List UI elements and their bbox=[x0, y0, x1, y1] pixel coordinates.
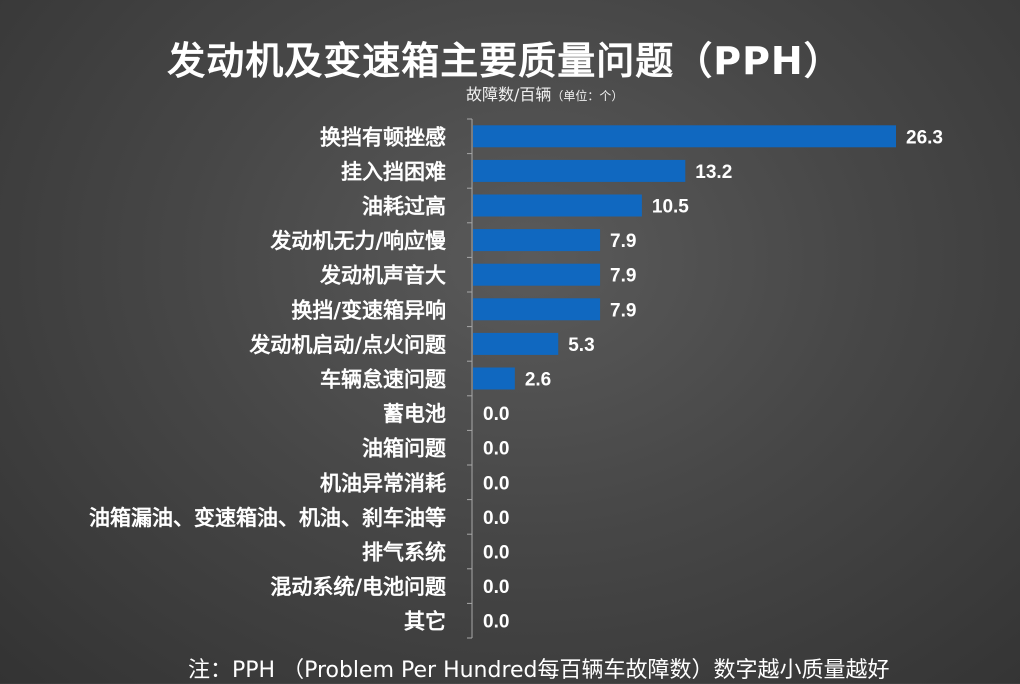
category-label: 油耗过高 bbox=[362, 195, 446, 219]
category-label: 排气系统 bbox=[362, 541, 446, 565]
category-label: 油箱问题 bbox=[362, 437, 447, 461]
data-label: 0.0 bbox=[483, 404, 509, 425]
bar bbox=[473, 298, 601, 321]
bar bbox=[473, 367, 515, 390]
category-label: 发动机启动/点火问题 bbox=[248, 333, 447, 357]
category-label: 换挡/变速箱异响 bbox=[291, 298, 446, 322]
bar bbox=[473, 159, 686, 182]
unit-sub: （单位：个） bbox=[551, 89, 624, 103]
data-label: 0.0 bbox=[483, 577, 509, 598]
data-label: 0.0 bbox=[483, 543, 509, 564]
data-label: 2.6 bbox=[525, 370, 551, 391]
data-label: 13.2 bbox=[695, 162, 732, 183]
data-label: 5.3 bbox=[568, 335, 594, 356]
data-label: 0.0 bbox=[483, 612, 509, 633]
data-label: 0.0 bbox=[483, 508, 509, 529]
category-label: 车辆怠速问题 bbox=[320, 368, 447, 392]
category-label: 混动系统/电池问题 bbox=[270, 575, 447, 599]
category-label: 发动机无力/响应慢 bbox=[269, 229, 447, 253]
bar bbox=[473, 229, 601, 252]
unit-main: 故障数/百辆 bbox=[466, 85, 552, 104]
chart-title: 发动机及变速箱主要质量问题（PPH） bbox=[167, 39, 843, 83]
bar bbox=[473, 194, 642, 217]
data-label: 7.9 bbox=[610, 300, 636, 321]
category-label: 发动机声音大 bbox=[319, 264, 446, 288]
data-label: 0.0 bbox=[483, 439, 509, 460]
data-label: 26.3 bbox=[906, 127, 943, 148]
data-label: 7.9 bbox=[610, 266, 636, 287]
category-label: 其它 bbox=[404, 610, 446, 634]
data-label: 10.5 bbox=[652, 197, 689, 218]
category-label: 油箱漏油、变速箱油、机油、刹车油等 bbox=[89, 506, 446, 530]
category-label: 换挡有顿挫感 bbox=[320, 125, 446, 149]
bar bbox=[473, 125, 896, 148]
category-label: 机油异常消耗 bbox=[320, 471, 446, 495]
footnote: 注：PPH （Problem Per Hundred每百辆车故障数）数字越小质量… bbox=[188, 658, 890, 683]
category-label: 挂入挡困难 bbox=[341, 160, 446, 184]
unit-label: 故障数/百辆（单位：个） bbox=[466, 81, 623, 105]
category-label: 蓄电池 bbox=[383, 402, 446, 426]
bar bbox=[473, 263, 601, 286]
bar bbox=[473, 332, 559, 355]
data-label: 7.9 bbox=[610, 231, 636, 252]
data-label: 0.0 bbox=[483, 473, 509, 494]
